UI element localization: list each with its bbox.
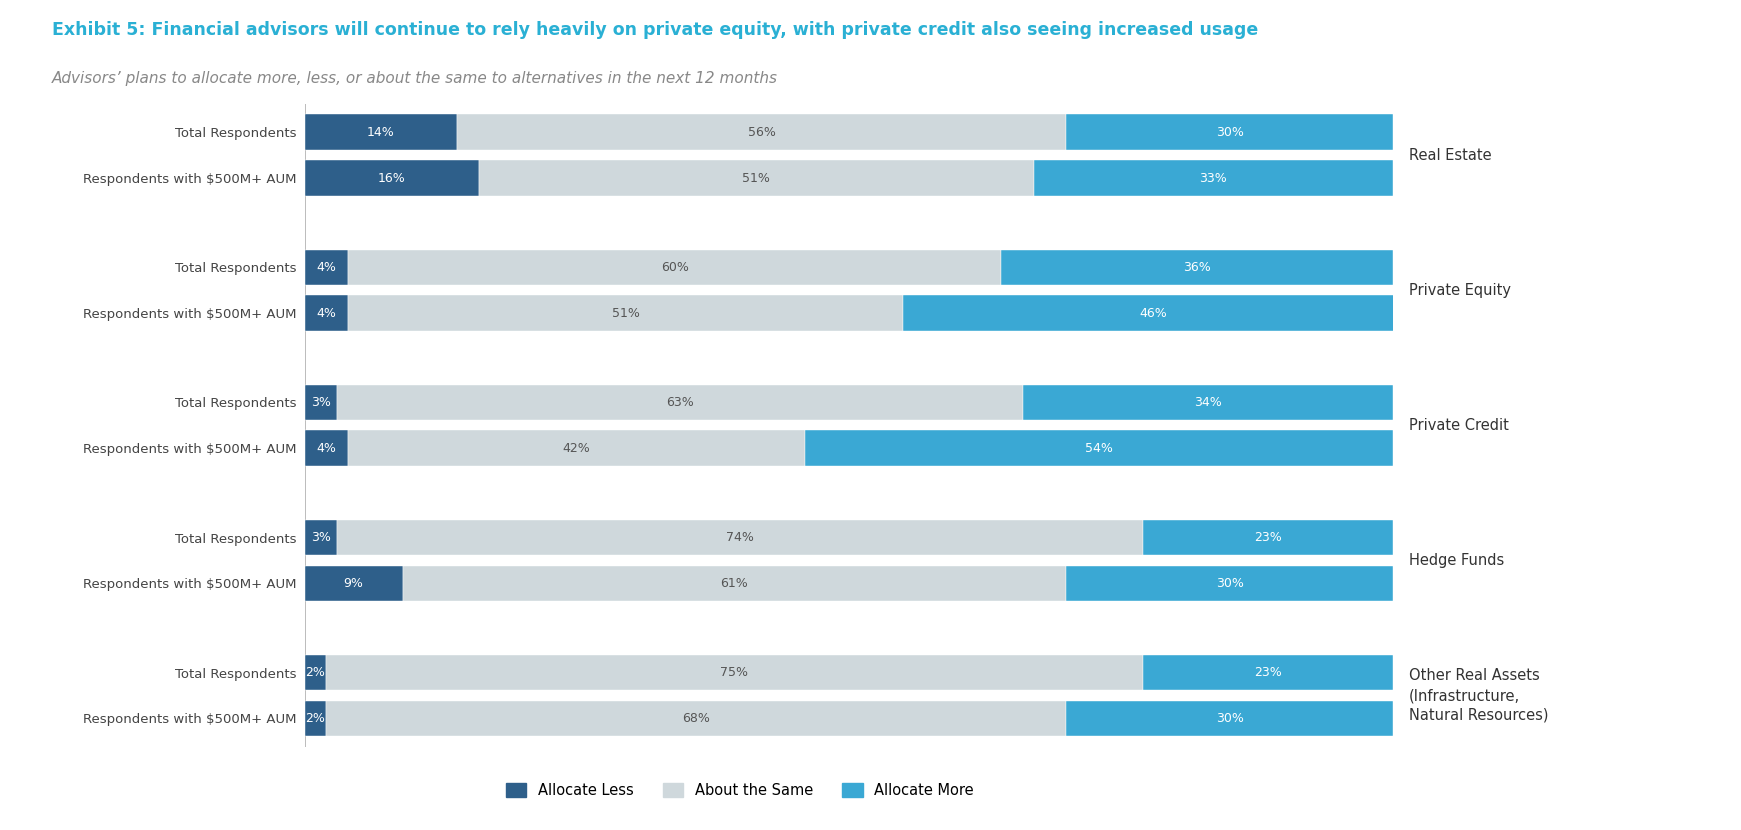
- Bar: [305, 701, 326, 736]
- Text: 23%: 23%: [1254, 531, 1281, 544]
- Text: 51%: 51%: [611, 307, 639, 320]
- Bar: [1034, 160, 1393, 196]
- Bar: [1142, 520, 1393, 555]
- Legend: Allocate Less, About the Same, Allocate More: Allocate Less, About the Same, Allocate …: [500, 778, 980, 804]
- Text: 34%: 34%: [1194, 396, 1222, 409]
- Text: 30%: 30%: [1215, 577, 1243, 590]
- Text: 36%: 36%: [1184, 261, 1210, 274]
- Text: 9%: 9%: [343, 577, 364, 590]
- Text: 74%: 74%: [726, 531, 754, 544]
- Text: Hedge Funds: Hedge Funds: [1408, 553, 1504, 568]
- Bar: [305, 384, 338, 420]
- Text: 14%: 14%: [367, 126, 395, 139]
- Text: 16%: 16%: [378, 172, 406, 184]
- Bar: [1067, 701, 1393, 736]
- Text: 30%: 30%: [1215, 126, 1243, 139]
- Bar: [305, 431, 348, 466]
- Bar: [326, 655, 1142, 691]
- Bar: [348, 250, 1001, 286]
- Text: 2%: 2%: [306, 712, 326, 725]
- Text: Real Estate: Real Estate: [1408, 148, 1492, 163]
- Bar: [1067, 565, 1393, 601]
- Text: Exhibit 5: Financial advisors will continue to rely heavily on private equity, w: Exhibit 5: Financial advisors will conti…: [52, 21, 1259, 39]
- Text: 33%: 33%: [1200, 172, 1227, 184]
- Text: Advisors’ plans to allocate more, less, or about the same to alternatives in the: Advisors’ plans to allocate more, less, …: [52, 71, 778, 85]
- Text: 3%: 3%: [312, 396, 331, 409]
- Bar: [479, 160, 1034, 196]
- Text: 4%: 4%: [317, 442, 336, 455]
- Bar: [338, 520, 1142, 555]
- Text: 42%: 42%: [562, 442, 590, 455]
- Bar: [305, 295, 348, 331]
- Bar: [806, 431, 1393, 466]
- Bar: [1067, 115, 1393, 150]
- Bar: [1142, 655, 1393, 691]
- Bar: [305, 160, 479, 196]
- Text: 60%: 60%: [660, 261, 689, 274]
- Text: 30%: 30%: [1215, 712, 1243, 725]
- Text: 4%: 4%: [317, 261, 336, 274]
- Text: 63%: 63%: [667, 396, 695, 409]
- Bar: [904, 295, 1403, 331]
- Text: Private Credit: Private Credit: [1408, 417, 1509, 433]
- Bar: [305, 565, 402, 601]
- Bar: [348, 431, 806, 466]
- Text: 56%: 56%: [747, 126, 776, 139]
- Text: 46%: 46%: [1140, 307, 1166, 320]
- Text: 54%: 54%: [1085, 442, 1112, 455]
- Bar: [305, 115, 456, 150]
- Bar: [305, 520, 338, 555]
- Bar: [402, 565, 1067, 601]
- Bar: [1024, 384, 1393, 420]
- Bar: [456, 115, 1067, 150]
- Text: 51%: 51%: [742, 172, 770, 184]
- Text: 75%: 75%: [721, 666, 749, 679]
- Text: 23%: 23%: [1254, 666, 1281, 679]
- Text: 68%: 68%: [682, 712, 710, 725]
- Bar: [305, 655, 326, 691]
- Text: 61%: 61%: [721, 577, 749, 590]
- Bar: [1001, 250, 1393, 286]
- Text: 3%: 3%: [312, 531, 331, 544]
- Text: Other Real Assets
(Infrastructure,
Natural Resources): Other Real Assets (Infrastructure, Natur…: [1408, 668, 1549, 723]
- Text: 2%: 2%: [306, 666, 326, 679]
- Text: 4%: 4%: [317, 307, 336, 320]
- Bar: [326, 701, 1067, 736]
- Bar: [338, 384, 1024, 420]
- Text: Private Equity: Private Equity: [1408, 283, 1511, 298]
- Bar: [305, 250, 348, 286]
- Bar: [348, 295, 904, 331]
